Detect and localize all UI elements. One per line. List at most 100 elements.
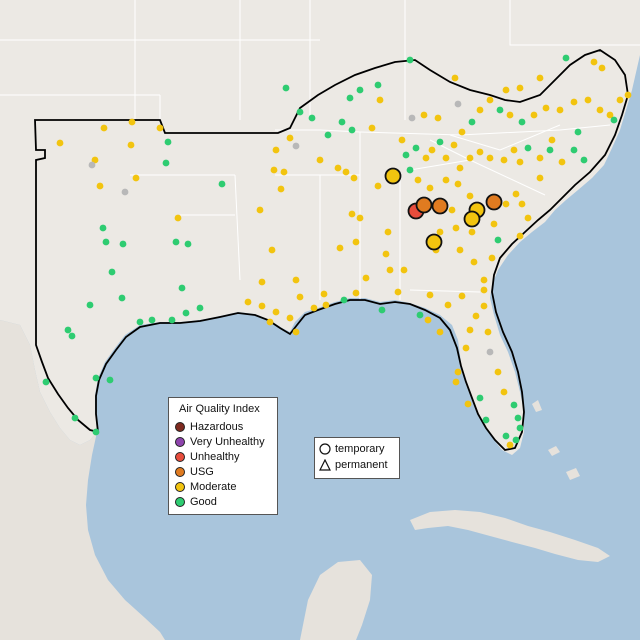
monitor-point[interactable] xyxy=(378,306,386,314)
monitor-point[interactable] xyxy=(132,174,140,182)
monitor-point[interactable] xyxy=(414,176,422,184)
monitor-point[interactable] xyxy=(494,236,502,244)
monitor-point[interactable] xyxy=(56,139,64,147)
monitor-point[interactable] xyxy=(556,106,564,114)
monitor-point[interactable] xyxy=(480,276,488,284)
monitor-point[interactable] xyxy=(374,81,382,89)
monitor-point[interactable] xyxy=(558,158,566,166)
monitor-point[interactable] xyxy=(518,200,526,208)
monitor-point[interactable] xyxy=(258,302,266,310)
monitor-point[interactable] xyxy=(502,200,510,208)
monitor-point[interactable] xyxy=(356,214,364,222)
monitor-point[interactable] xyxy=(580,156,588,164)
monitor-point[interactable] xyxy=(156,124,164,132)
monitor-point[interactable] xyxy=(406,56,414,64)
monitor-point[interactable] xyxy=(342,168,350,176)
monitor-point[interactable] xyxy=(71,414,79,422)
monitor-point[interactable] xyxy=(119,240,127,248)
monitor-point[interactable] xyxy=(516,158,524,166)
monitor-point[interactable] xyxy=(442,154,450,162)
monitor-point[interactable] xyxy=(292,276,300,284)
monitor-point[interactable] xyxy=(320,290,328,298)
monitor-point[interactable] xyxy=(362,274,370,282)
monitor-point[interactable] xyxy=(456,164,464,172)
monitor-point[interactable] xyxy=(340,296,348,304)
monitor-point[interactable] xyxy=(584,96,592,104)
monitor-point[interactable] xyxy=(516,424,524,432)
monitor-point[interactable] xyxy=(548,136,556,144)
monitor-point[interactable] xyxy=(472,312,480,320)
monitor-point[interactable] xyxy=(376,96,384,104)
monitor-point[interactable] xyxy=(476,148,484,156)
monitor-point[interactable] xyxy=(127,141,135,149)
monitor-point[interactable] xyxy=(490,220,498,228)
monitor-point[interactable] xyxy=(102,238,110,246)
monitor-point[interactable] xyxy=(296,293,304,301)
monitor-point[interactable] xyxy=(282,84,290,92)
monitor-point[interactable] xyxy=(570,146,578,154)
monitor-point[interactable] xyxy=(512,436,520,444)
monitor-point[interactable] xyxy=(218,180,226,188)
monitor-point[interactable] xyxy=(530,111,538,119)
monitor-point[interactable] xyxy=(464,400,472,408)
monitor-point[interactable] xyxy=(452,224,460,232)
monitor-point[interactable] xyxy=(436,228,444,236)
monitor-point[interactable] xyxy=(368,124,376,132)
monitor-point[interactable] xyxy=(462,344,470,352)
monitor-point[interactable] xyxy=(516,84,524,92)
monitor-point[interactable] xyxy=(162,159,170,167)
monitor-point[interactable] xyxy=(434,114,442,122)
monitor-point[interactable] xyxy=(244,298,252,306)
monitor-point[interactable] xyxy=(536,174,544,182)
monitor-point[interactable] xyxy=(384,228,392,236)
monitor-point[interactable] xyxy=(338,118,346,126)
monitor-point[interactable] xyxy=(322,301,330,309)
monitor-point[interactable] xyxy=(486,348,494,356)
monitor-point[interactable] xyxy=(610,116,618,124)
monitor-point[interactable] xyxy=(386,266,394,274)
monitor-point[interactable] xyxy=(468,118,476,126)
monitor-point[interactable] xyxy=(536,74,544,82)
monitor-point[interactable] xyxy=(502,432,510,440)
monitor-point[interactable] xyxy=(324,131,332,139)
monitor-point[interactable] xyxy=(277,185,285,193)
monitor-point[interactable] xyxy=(536,154,544,162)
monitor-point[interactable] xyxy=(352,289,360,297)
monitor-point[interactable] xyxy=(466,154,474,162)
monitor-point[interactable] xyxy=(352,238,360,246)
monitor-point[interactable] xyxy=(452,378,460,386)
monitor-point[interactable] xyxy=(506,441,514,449)
monitor-point[interactable] xyxy=(92,374,100,382)
monitor-point[interactable] xyxy=(456,246,464,254)
monitor-point[interactable] xyxy=(286,134,294,142)
monitor-point[interactable] xyxy=(466,192,474,200)
monitor-point[interactable] xyxy=(448,206,456,214)
monitor-point[interactable] xyxy=(598,64,606,72)
monitor-point[interactable] xyxy=(428,146,436,154)
monitor-point[interactable] xyxy=(196,304,204,312)
monitor-point[interactable] xyxy=(86,301,94,309)
monitor-point[interactable] xyxy=(316,156,324,164)
monitor-point[interactable] xyxy=(334,164,342,172)
monitor-point[interactable] xyxy=(336,244,344,252)
monitor-point[interactable] xyxy=(356,86,364,94)
monitor-point[interactable] xyxy=(412,144,420,152)
monitor-point[interactable] xyxy=(426,291,434,299)
monitor-point[interactable] xyxy=(416,311,424,319)
monitor-point[interactable] xyxy=(374,182,382,190)
monitor-point[interactable] xyxy=(546,146,554,154)
monitor-point[interactable] xyxy=(92,428,100,436)
monitor-point[interactable] xyxy=(616,96,624,104)
monitor-point[interactable] xyxy=(454,180,462,188)
monitor-point[interactable] xyxy=(454,368,462,376)
monitor-point[interactable] xyxy=(514,414,522,422)
monitor-point[interactable] xyxy=(286,314,294,322)
monitor-point[interactable] xyxy=(422,154,430,162)
monitor-point[interactable] xyxy=(99,224,107,232)
monitor-point[interactable] xyxy=(348,210,356,218)
monitor-point[interactable] xyxy=(518,118,526,126)
monitor-point[interactable] xyxy=(426,184,434,192)
temporary-monitor-point[interactable] xyxy=(384,167,402,185)
temporary-monitor-point[interactable] xyxy=(485,193,503,211)
monitor-point[interactable] xyxy=(280,168,288,176)
